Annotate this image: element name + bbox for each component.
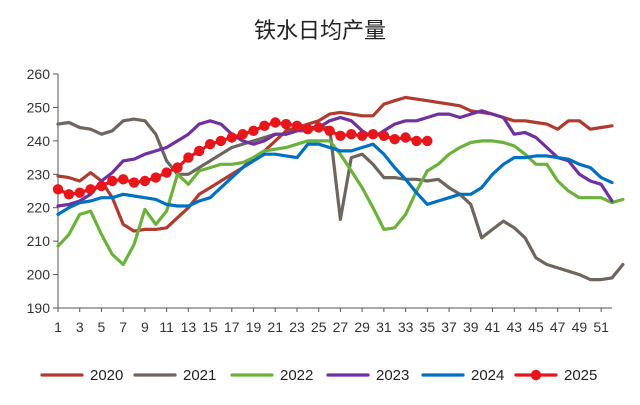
x-tick-label: 25 bbox=[311, 319, 327, 335]
series-point-2025 bbox=[280, 118, 292, 130]
legend-label-2024: 2024 bbox=[471, 367, 504, 384]
x-tick-label: 35 bbox=[420, 319, 436, 335]
series-point-2025 bbox=[259, 120, 270, 131]
series-line-2023 bbox=[56, 109, 614, 208]
chart-title: 铁水日均产量 bbox=[254, 19, 386, 44]
series-point-2025 bbox=[400, 132, 411, 143]
legend-label-2021: 2021 bbox=[183, 367, 216, 384]
y-tick-label: 250 bbox=[27, 99, 51, 115]
y-tick-label: 220 bbox=[27, 200, 51, 216]
series-point-2025 bbox=[161, 167, 172, 178]
series-point-2025 bbox=[194, 145, 205, 157]
series-point-2025 bbox=[302, 124, 313, 135]
y-tick-label: 190 bbox=[27, 300, 51, 316]
series-line-2022 bbox=[56, 139, 625, 267]
legend-marker-2025 bbox=[530, 369, 542, 381]
x-tick-label: 5 bbox=[98, 319, 106, 335]
series-point-2025 bbox=[215, 135, 227, 147]
series-point-2025 bbox=[107, 175, 118, 187]
series-point-2025 bbox=[118, 174, 129, 185]
series-point-2025 bbox=[150, 172, 161, 183]
y-tick-label: 240 bbox=[27, 133, 51, 149]
series-point-2025 bbox=[270, 117, 281, 128]
x-tick-label: 1 bbox=[54, 319, 62, 335]
series-point-2025 bbox=[324, 125, 335, 136]
x-tick-label: 19 bbox=[246, 319, 262, 335]
series-point-2025 bbox=[52, 184, 64, 195]
series-line-2020 bbox=[56, 95, 614, 233]
y-tick-label: 200 bbox=[27, 267, 51, 283]
series-point-2025 bbox=[422, 135, 433, 147]
x-tick-label: 21 bbox=[267, 319, 283, 335]
x-tick-label: 7 bbox=[119, 319, 127, 335]
series-point-2025 bbox=[85, 184, 96, 195]
series-point-2025 bbox=[139, 175, 151, 187]
x-tick-label: 47 bbox=[550, 319, 566, 335]
series-point-2025 bbox=[183, 152, 194, 163]
y-tick-label: 230 bbox=[27, 166, 51, 182]
series-point-2025 bbox=[63, 189, 75, 200]
series-point-2025 bbox=[389, 134, 400, 145]
x-tick-label: 27 bbox=[333, 319, 349, 335]
series-point-2025 bbox=[226, 132, 237, 143]
x-tick-label: 37 bbox=[441, 319, 457, 335]
series-point-2025 bbox=[204, 139, 216, 150]
series-point-2025 bbox=[411, 135, 422, 147]
x-tick-label: 31 bbox=[376, 319, 392, 335]
y-tick-label: 260 bbox=[27, 66, 51, 82]
x-tick-label: 51 bbox=[593, 319, 609, 335]
x-tick-label: 33 bbox=[398, 319, 414, 335]
x-tick-label: 17 bbox=[224, 319, 240, 335]
x-tick-label: 49 bbox=[572, 319, 588, 335]
series-point-2025 bbox=[128, 177, 140, 188]
legend-label-2020: 2020 bbox=[90, 367, 123, 384]
series-point-2025 bbox=[248, 125, 259, 136]
x-tick-label: 43 bbox=[506, 319, 522, 335]
x-tick-label: 39 bbox=[463, 319, 479, 335]
series-line-2021 bbox=[56, 117, 625, 282]
series-point-2025 bbox=[313, 122, 324, 133]
series-point-2025 bbox=[367, 129, 379, 140]
series-point-2025 bbox=[74, 187, 85, 198]
x-tick-label: 23 bbox=[289, 319, 305, 335]
series-point-2025 bbox=[357, 130, 368, 141]
x-tick-label: 11 bbox=[159, 319, 174, 335]
series-point-2025 bbox=[378, 130, 390, 141]
series-point-2025 bbox=[335, 130, 346, 141]
x-tick-label: 13 bbox=[181, 319, 197, 335]
x-tick-label: 9 bbox=[141, 319, 149, 335]
series-line-2024 bbox=[56, 142, 614, 216]
series-point-2025 bbox=[291, 120, 303, 131]
series-point-2025 bbox=[172, 162, 183, 173]
series-point-2025 bbox=[96, 180, 107, 192]
legend-label-2025: 2025 bbox=[564, 367, 597, 384]
series-point-2025 bbox=[346, 129, 357, 140]
legend-label-2022: 2022 bbox=[280, 367, 313, 384]
legend-label-2023: 2023 bbox=[376, 367, 409, 384]
x-tick-label: 45 bbox=[528, 319, 544, 335]
y-tick-label: 210 bbox=[27, 233, 51, 249]
x-tick-label: 29 bbox=[354, 319, 370, 335]
x-tick-label: 41 bbox=[485, 319, 501, 335]
series-point-2025 bbox=[237, 129, 248, 140]
legend: 2020 2021 2022 2023 2024 2025 bbox=[40, 367, 597, 384]
x-tick-label: 3 bbox=[76, 319, 84, 335]
x-tick-label: 15 bbox=[202, 319, 218, 335]
